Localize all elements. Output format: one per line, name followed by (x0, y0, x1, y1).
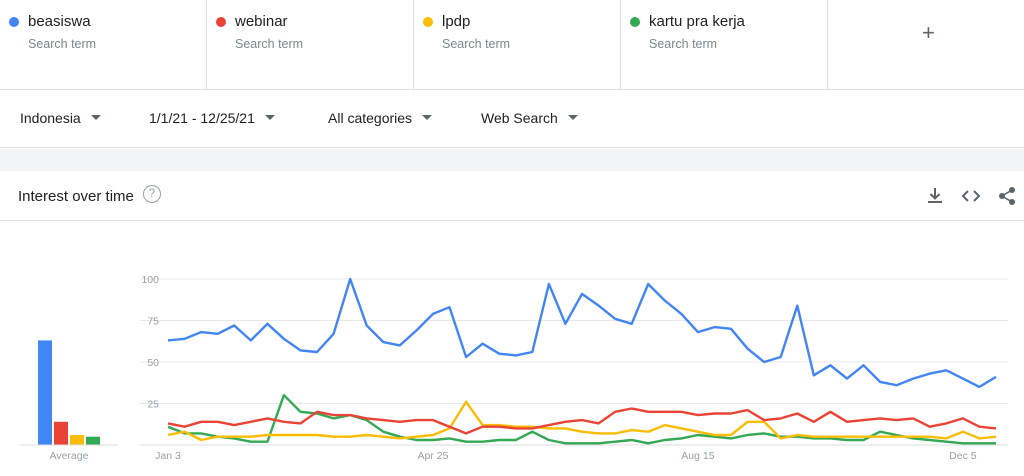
chart-gridlines: 25 50 75 100 (140, 274, 1008, 446)
term-type-label: Search term (28, 37, 97, 51)
term-type-label: Search term (649, 37, 718, 51)
interest-over-time-chart: Average 25 50 75 100 Jan 3 Apr 25 Aug 15 Dec 5 (20, 274, 1008, 462)
average-label: Average (50, 450, 89, 462)
term-card-beasiswa[interactable]: beasiswa Search term (0, 0, 207, 90)
caret-down-icon (264, 115, 275, 120)
date-range-dropdown[interactable]: 1/1/21 - 12/25/21 (149, 110, 275, 126)
x-tick-label: Apr 25 (417, 450, 448, 462)
caret-down-icon (567, 115, 578, 120)
section-divider (0, 149, 1024, 171)
y-tick-label: 25 (147, 399, 159, 411)
term-name[interactable]: kartu pra kerja (649, 13, 745, 30)
x-axis-ticks: Jan 3 Apr 25 Aug 15 Dec 5 (155, 450, 977, 462)
search-type-dropdown[interactable]: Web Search (481, 110, 578, 126)
term-name[interactable]: lpdp (442, 13, 471, 30)
series-line-lpdp[interactable] (167, 400, 997, 442)
x-tick-label: Jan 3 (155, 450, 181, 462)
series-color-dot (216, 17, 226, 27)
term-name[interactable]: webinar (235, 13, 288, 30)
y-tick-label: 100 (141, 274, 159, 286)
category-dropdown[interactable]: All categories (328, 110, 433, 126)
help-icon[interactable]: ? (143, 185, 161, 203)
region-dropdown[interactable]: Indonesia (20, 110, 101, 126)
average-bars: Average (20, 340, 118, 462)
average-bar-kartu-pra-kerja[interactable] (86, 436, 100, 445)
chart-series-lines (167, 277, 997, 445)
caret-down-icon (90, 115, 101, 120)
card-title: Interest over time (18, 188, 134, 205)
caret-down-icon (422, 115, 433, 120)
series-color-dot (423, 17, 433, 27)
term-card-webinar[interactable]: webinar Search term (207, 0, 414, 90)
category-value: All categories (328, 110, 413, 126)
term-card-kartu-pra-kerja[interactable]: kartu pra kerja Search term (621, 0, 828, 90)
series-color-dot (630, 17, 640, 27)
search-type-value: Web Search (481, 110, 558, 126)
region-value: Indonesia (20, 110, 81, 126)
series-line-beasiswa[interactable] (167, 277, 997, 389)
x-tick-label: Dec 5 (949, 450, 977, 462)
average-bar-webinar[interactable] (54, 421, 68, 445)
term-card-lpdp[interactable]: lpdp Search term (414, 0, 621, 90)
series-color-dot (9, 17, 19, 27)
download-icon[interactable] (924, 185, 946, 207)
average-bar-beasiswa[interactable] (38, 340, 52, 445)
term-type-label: Search term (442, 37, 511, 51)
embed-icon[interactable] (960, 185, 982, 207)
series-line-kartu-pra-kerja[interactable] (167, 393, 996, 445)
y-tick-label: 75 (147, 316, 159, 328)
y-tick-label: 50 (147, 357, 159, 369)
search-terms-bar: beasiswa Search term webinar Search term… (0, 0, 1024, 90)
share-icon[interactable] (996, 185, 1018, 207)
term-type-label: Search term (235, 37, 304, 51)
interest-over-time-header: Interest over time ? (0, 171, 1024, 221)
series-line-webinar[interactable] (167, 407, 997, 435)
average-bar-lpdp[interactable] (70, 435, 84, 445)
plus-icon[interactable]: + (922, 20, 935, 45)
x-tick-label: Aug 15 (681, 450, 714, 462)
date-range-value: 1/1/21 - 12/25/21 (149, 110, 255, 126)
term-name[interactable]: beasiswa (28, 13, 91, 30)
filter-bar: Indonesia 1/1/21 - 12/25/21 All categori… (0, 90, 1024, 148)
add-term-button[interactable]: + (828, 0, 1024, 90)
